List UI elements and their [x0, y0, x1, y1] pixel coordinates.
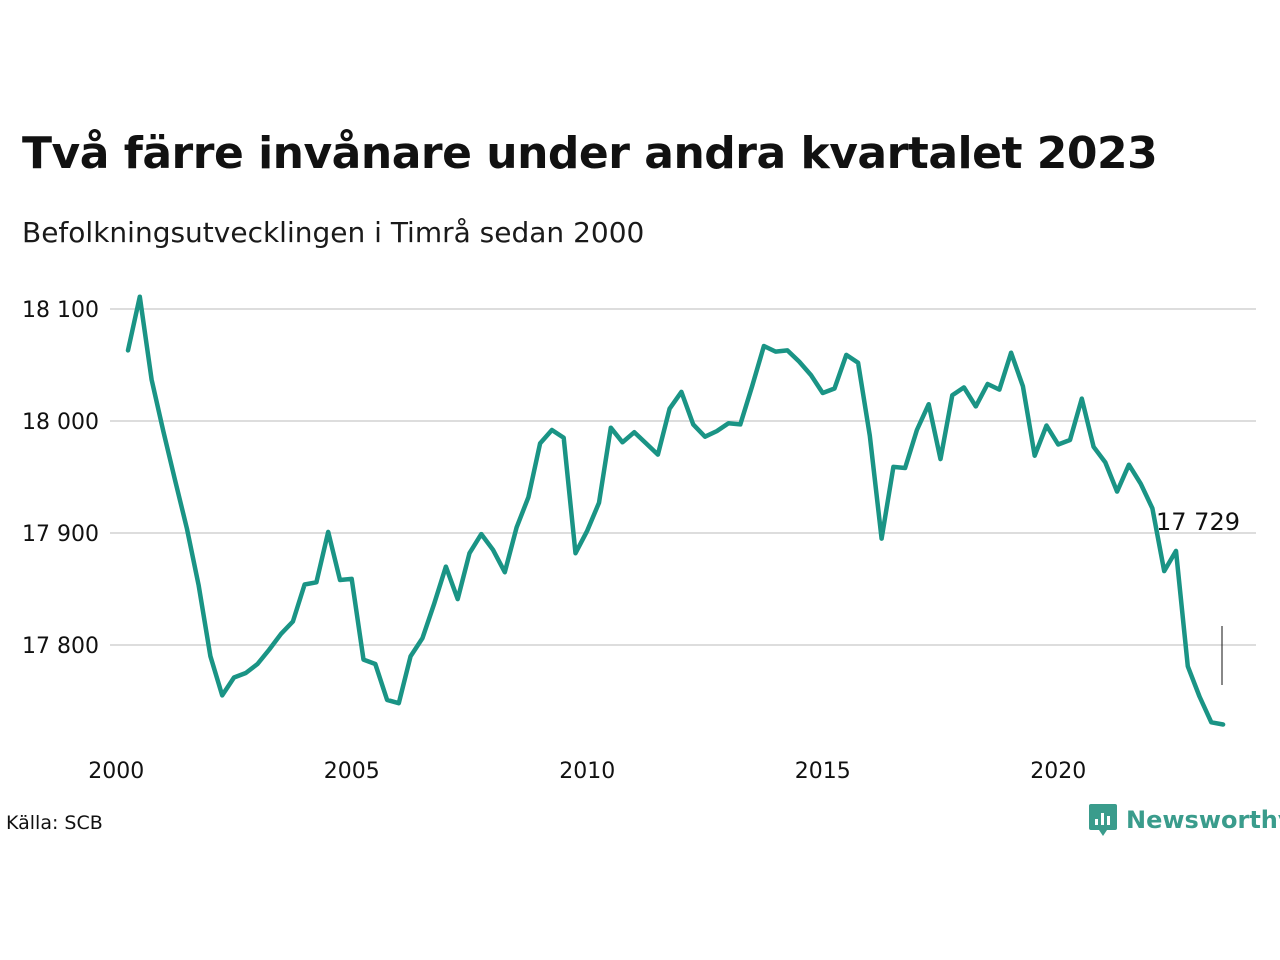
series-line — [125, 294, 1226, 727]
x-tick-label: 2005 — [324, 759, 380, 784]
y-tick-label: 17 800 — [22, 634, 99, 659]
y-tick-label: 18 000 — [22, 410, 99, 435]
newsworthy-logo-icon — [1089, 804, 1117, 836]
brand-logo: Newsworthy — [1088, 802, 1280, 838]
end-value-label: 17 729 — [1156, 508, 1240, 536]
y-tick-label: 17 900 — [22, 522, 99, 547]
source-note: Källa: SCB — [6, 812, 103, 834]
x-tick-label: 2015 — [795, 759, 851, 784]
x-tick-label: 2010 — [559, 759, 615, 784]
chart-subtitle: Befolkningsutvecklingen i Timrå sedan 20… — [22, 216, 645, 249]
chart-title: Två färre invånare under andra kvartalet… — [22, 128, 1158, 179]
brand-name: Newsworthy — [1126, 806, 1280, 834]
y-tick-label: 18 100 — [22, 298, 99, 323]
x-tick-label: 2000 — [88, 759, 144, 784]
x-tick-label: 2020 — [1030, 759, 1086, 784]
